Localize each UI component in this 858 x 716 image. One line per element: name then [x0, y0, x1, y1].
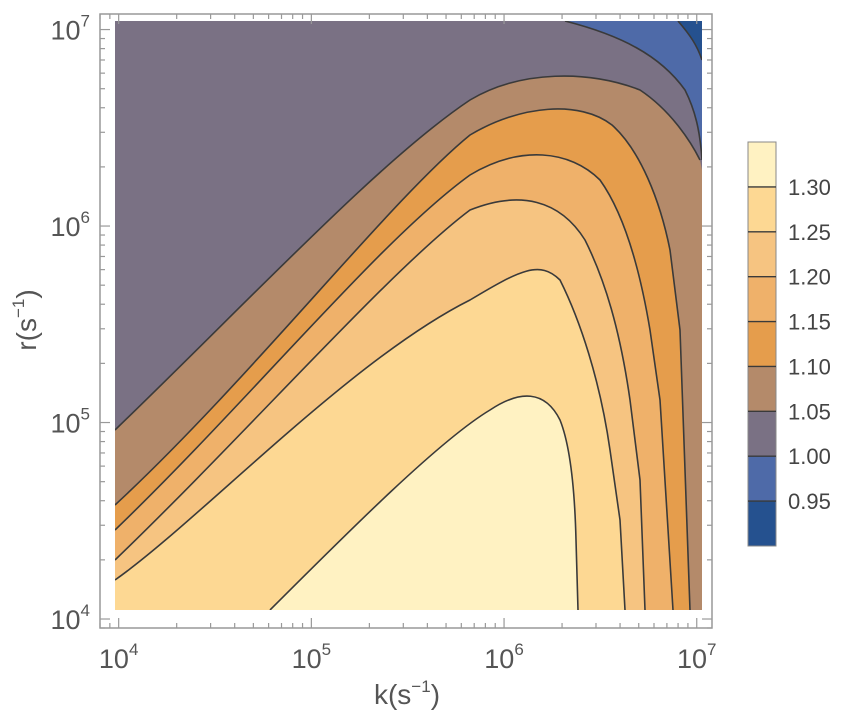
contour-fill-regions	[115, 21, 702, 610]
axis-ticks	[99, 14, 712, 629]
y-tick-label: 104	[50, 601, 90, 635]
legend-label: 1.05	[788, 399, 831, 424]
legend-label: 1.25	[788, 220, 831, 245]
x-tick-label: 105	[292, 640, 332, 674]
legend-label: 1.15	[788, 310, 831, 335]
x-tick-label: 106	[484, 640, 524, 674]
region-1-30-plus	[270, 396, 578, 610]
plot-frame-group	[99, 13, 713, 629]
contour-line-1-15	[115, 154, 674, 610]
contour-line-1-00	[564, 21, 702, 161]
contour-line-1-05	[115, 75, 701, 431]
legend-band	[748, 142, 776, 187]
y-tick-labels: 104 105 106 107	[50, 12, 90, 635]
legend-frame	[747, 141, 777, 547]
region-below-0-95	[678, 21, 702, 60]
legend-band	[748, 276, 776, 322]
x-tick-label: 107	[677, 640, 717, 674]
legend-band	[748, 501, 776, 546]
legend-band	[748, 411, 776, 457]
contour-line-1-10	[115, 108, 691, 610]
legend-label: 1.30	[788, 175, 831, 200]
legend-label: 0.95	[788, 489, 831, 514]
y-tick-label: 107	[50, 12, 90, 46]
legend: 1.30 1.25 1.20 1.15 1.10 1.05 1.00 0.95	[747, 141, 831, 547]
legend-label: 1.20	[788, 265, 831, 290]
contour-line-0-95	[677, 21, 702, 61]
region-0-95-1-00	[565, 21, 702, 160]
legend-label: 1.10	[788, 354, 831, 379]
plot-frame	[99, 13, 713, 629]
y-axis-label: r(s−1)	[9, 289, 42, 350]
legend-label: 1.00	[788, 444, 831, 469]
y-tick-label: 106	[50, 208, 90, 242]
legend-band	[748, 456, 776, 502]
contour-lines	[115, 21, 702, 610]
x-axis-label: k(s−1)	[374, 677, 440, 710]
contour-line-1-25	[115, 268, 626, 610]
x-tick-labels: 104 105 106 107	[99, 640, 717, 674]
contour-line-1-30	[269, 395, 579, 610]
contour-line-1-20	[115, 199, 646, 610]
legend-band	[748, 231, 776, 277]
legend-band	[748, 321, 776, 367]
legend-band	[748, 186, 776, 232]
y-tick-label: 105	[50, 405, 90, 439]
legend-band	[748, 366, 776, 412]
x-tick-label: 104	[99, 640, 139, 674]
